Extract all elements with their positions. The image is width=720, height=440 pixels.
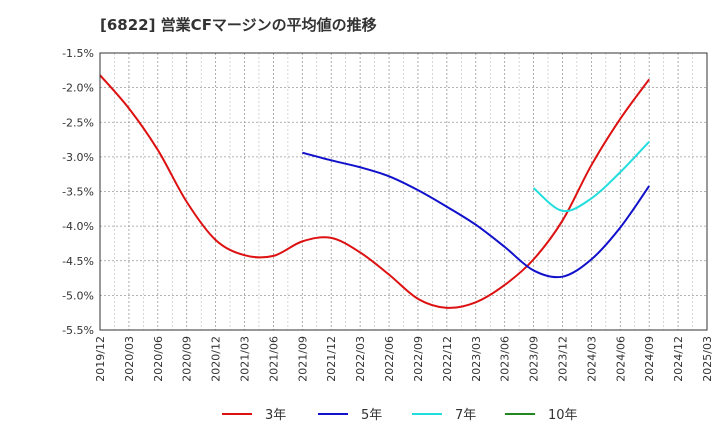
y-tick-label: -2.5% — [62, 116, 94, 129]
x-tick-label: 2021/06 — [267, 336, 280, 382]
series-line-0 — [99, 74, 650, 309]
y-tick-label: -1.5% — [62, 47, 94, 60]
y-tick-label: -4.5% — [62, 255, 94, 268]
plot-frame — [99, 52, 708, 331]
x-tick-label: 2022/03 — [354, 336, 367, 382]
x-tick-label: 2024/09 — [643, 336, 656, 382]
series-lines — [99, 74, 651, 309]
x-tick-label: 2023/09 — [528, 336, 541, 382]
x-tick-label: 2022/06 — [383, 336, 396, 382]
x-tick-label: 2024/03 — [585, 336, 598, 382]
x-axis: 2019/12 2020/03 2020/06 2020/09 2020/12 2021/… — [94, 336, 714, 382]
x-tick-label: 2023/06 — [499, 336, 512, 382]
legend-label-2: 7年 — [455, 408, 476, 423]
x-tick-label: 2021/12 — [325, 336, 338, 382]
x-tick-label: 2023/12 — [556, 336, 569, 382]
x-tick-label: 2019/12 — [94, 336, 107, 382]
y-tick-label: -4.0% — [62, 220, 94, 233]
chart-title: [6822] 営業CFマージンの平均値の推移 — [100, 16, 377, 34]
y-tick-label: -2.0% — [62, 82, 94, 95]
y-tick-label: -3.5% — [62, 186, 94, 199]
x-tick-label: 2021/03 — [239, 336, 252, 382]
x-tick-label: 2021/09 — [296, 336, 309, 382]
y-tick-label: -3.0% — [62, 151, 94, 164]
y-tick-label: -5.0% — [62, 289, 94, 302]
legend-label-0: 3年 — [265, 408, 286, 423]
x-tick-label: 2024/06 — [614, 336, 627, 382]
x-tick-label: 2020/03 — [123, 336, 136, 382]
y-tick-label: -5.5% — [62, 324, 94, 337]
series-line-2 — [532, 140, 650, 213]
grid — [100, 53, 707, 330]
x-tick-label: 2023/03 — [470, 336, 483, 382]
legend-label-1: 5年 — [361, 408, 382, 423]
legend-label-3: 10年 — [548, 408, 578, 423]
y-axis: -1.5% -2.0% -2.5% -3.0% -3.5% -4.0% -4.5% -5.0%… — [62, 47, 94, 337]
x-tick-label: 2025/03 — [701, 336, 714, 382]
x-tick-label: 2020/12 — [210, 336, 223, 382]
x-tick-label: 2020/09 — [181, 336, 194, 382]
series-line-1 — [302, 151, 651, 279]
x-tick-label: 2024/12 — [672, 336, 685, 382]
legend: 3年 5年 7年 10年 — [222, 408, 578, 423]
x-tick-label: 2020/06 — [152, 336, 165, 382]
x-tick-label: 2022/12 — [441, 336, 454, 382]
x-tick-label: 2022/09 — [412, 336, 425, 382]
